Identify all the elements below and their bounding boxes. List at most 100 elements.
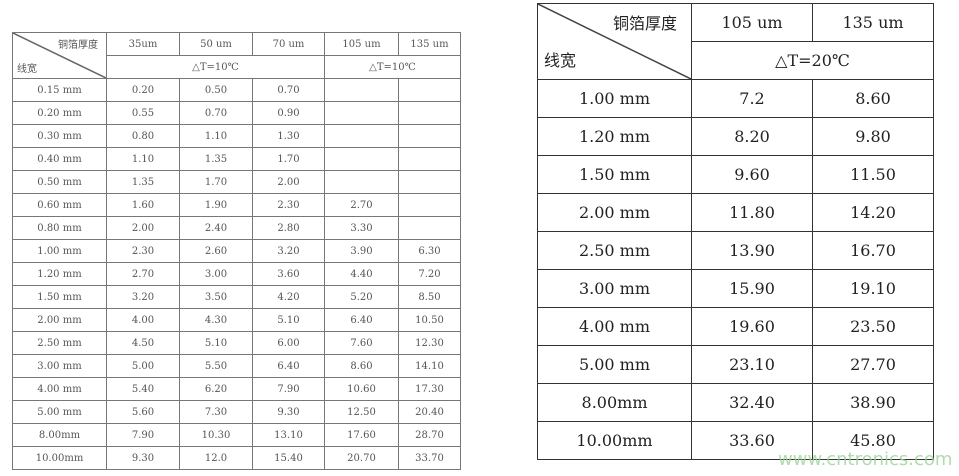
table-row: 0.60 mm 1.60 1.90 2.30 2.70 [12, 193, 461, 217]
current-cell [398, 124, 461, 148]
current-cell: 11.50 [812, 155, 934, 194]
current-cell: 0.80 [106, 124, 180, 148]
current-cell: 33.60 [691, 421, 813, 460]
current-cell: 5.40 [106, 377, 180, 401]
line-width-cell: 0.15 mm [12, 78, 107, 102]
delta-t-row: △T=10℃ △T=10℃ [13, 55, 461, 79]
current-cell: 5.20 [324, 285, 399, 309]
current-cell: 33.70 [398, 446, 461, 470]
table-row: 1.20 mm 2.70 3.00 3.60 4.40 7.20 [12, 262, 461, 286]
current-cell: 2.30 [106, 239, 180, 263]
current-cell: 7.90 [252, 377, 325, 401]
current-cell: 6.40 [252, 354, 325, 378]
table-row: 1.50 mm 3.20 3.50 4.20 5.20 8.50 [12, 285, 461, 309]
line-width-cell: 8.00mm [537, 383, 692, 422]
current-cell: 0.50 [179, 78, 253, 102]
line-width-cell: 3.00 mm [537, 269, 692, 308]
line-width-cell: 0.20 mm [12, 101, 107, 125]
current-cell: 8.50 [398, 285, 461, 309]
current-cell: 4.50 [106, 331, 180, 355]
current-cell: 1.35 [106, 170, 180, 194]
current-cell [398, 170, 461, 194]
current-cell: 6.40 [324, 308, 399, 332]
diagonal-corner-cell: 铜箔厚度 线宽 [12, 32, 107, 79]
current-cell: 2.30 [252, 193, 325, 217]
current-cell: 3.60 [252, 262, 325, 286]
current-cell: 19.10 [812, 269, 934, 308]
delta-t-label: △T=20℃ [691, 41, 934, 80]
table-row: 10.00mm 33.60 45.80 [537, 421, 934, 460]
table-row: 1.20 mm 8.20 9.80 [537, 117, 934, 156]
current-cell: 4.00 [106, 308, 180, 332]
table-row: 5.00 mm 23.10 27.70 [537, 345, 934, 384]
current-cell [398, 101, 461, 125]
current-cell: 0.55 [106, 101, 180, 125]
thickness-header: 135 um [398, 32, 461, 56]
current-cell: 7.20 [398, 262, 461, 286]
thickness-label: 铜箔厚度 [612, 14, 677, 33]
thickness-header: 105 um [691, 3, 813, 42]
current-cell: 9.30 [106, 446, 180, 470]
table-row: 2.00 mm 4.00 4.30 5.10 6.40 10.50 [12, 308, 461, 332]
current-cell: 9.60 [691, 155, 813, 194]
line-width-cell: 5.00 mm [537, 345, 692, 384]
current-cell: 8.60 [324, 354, 399, 378]
current-cell: 19.60 [691, 307, 813, 346]
current-cell: 38.90 [812, 383, 934, 422]
line-width-cell: 1.00 mm [12, 239, 107, 263]
current-cell: 12.50 [324, 400, 399, 424]
current-cell: 0.70 [252, 78, 325, 102]
table-row: 5.00 mm 5.60 7.30 9.30 12.50 20.40 [12, 400, 461, 424]
diagonal-corner-cell: 铜箔厚度 线宽 [537, 3, 692, 80]
current-cell: 0.20 [106, 78, 180, 102]
line-width-label: 线宽 [544, 51, 577, 70]
table-row: 4.00 mm 5.40 6.20 7.90 10.60 17.30 [12, 377, 461, 401]
current-cell [324, 170, 399, 194]
current-cell: 5.10 [252, 308, 325, 332]
current-cell: 10.60 [324, 377, 399, 401]
current-cell: 1.35 [179, 147, 253, 171]
thickness-header: 50 um [179, 32, 253, 56]
current-cell: 5.60 [106, 400, 180, 424]
line-width-cell: 2.00 mm [537, 193, 692, 232]
current-cell: 1.30 [252, 124, 325, 148]
current-cell: 17.60 [324, 423, 399, 447]
line-width-label: 线宽 [17, 64, 37, 75]
thickness-header: 35um [106, 32, 180, 56]
current-cell: 14.20 [812, 193, 934, 232]
current-cell: 16.70 [812, 231, 934, 270]
watermark: www.cntronics.com [778, 449, 953, 470]
table-row: 2.50 mm 13.90 16.70 [537, 231, 934, 270]
current-cell: 3.20 [252, 239, 325, 263]
right-current-table: 铜箔厚度 线宽 105 um 135 um △T=20℃ 1.00 mm 7.2 8… [537, 3, 934, 460]
current-cell [324, 124, 399, 148]
line-width-cell: 4.00 mm [537, 307, 692, 346]
current-cell [398, 216, 461, 240]
current-cell: 6.20 [179, 377, 253, 401]
current-cell: 2.70 [106, 262, 180, 286]
line-width-cell: 5.00 mm [12, 400, 107, 424]
current-cell: 1.10 [179, 124, 253, 148]
current-cell: 0.70 [179, 101, 253, 125]
current-cell: 13.90 [691, 231, 813, 270]
current-cell: 13.10 [252, 423, 325, 447]
current-cell: 23.50 [812, 307, 934, 346]
line-width-cell: 4.00 mm [12, 377, 107, 401]
current-cell: 1.60 [106, 193, 180, 217]
current-cell: 32.40 [691, 383, 813, 422]
table-row: 0.50 mm 1.35 1.70 2.00 [12, 170, 461, 194]
current-cell: 5.50 [179, 354, 253, 378]
delta-t-label: △T=10℃ [324, 55, 461, 79]
current-cell: 6.00 [252, 331, 325, 355]
table-row: 0.40 mm 1.10 1.35 1.70 [12, 147, 461, 171]
line-width-cell: 0.60 mm [12, 193, 107, 217]
current-cell: 2.70 [324, 193, 399, 217]
line-width-cell: 3.00 mm [12, 354, 107, 378]
left-current-table: 铜箔厚度 线宽 35um 50 um 70 um 105 um 135 um △… [12, 32, 461, 470]
current-cell [324, 101, 399, 125]
line-width-cell: 0.80 mm [12, 216, 107, 240]
table-row: 3.00 mm 5.00 5.50 6.40 8.60 14.10 [12, 354, 461, 378]
current-cell [398, 193, 461, 217]
line-width-cell: 1.20 mm [12, 262, 107, 286]
current-cell: 45.80 [812, 421, 934, 460]
